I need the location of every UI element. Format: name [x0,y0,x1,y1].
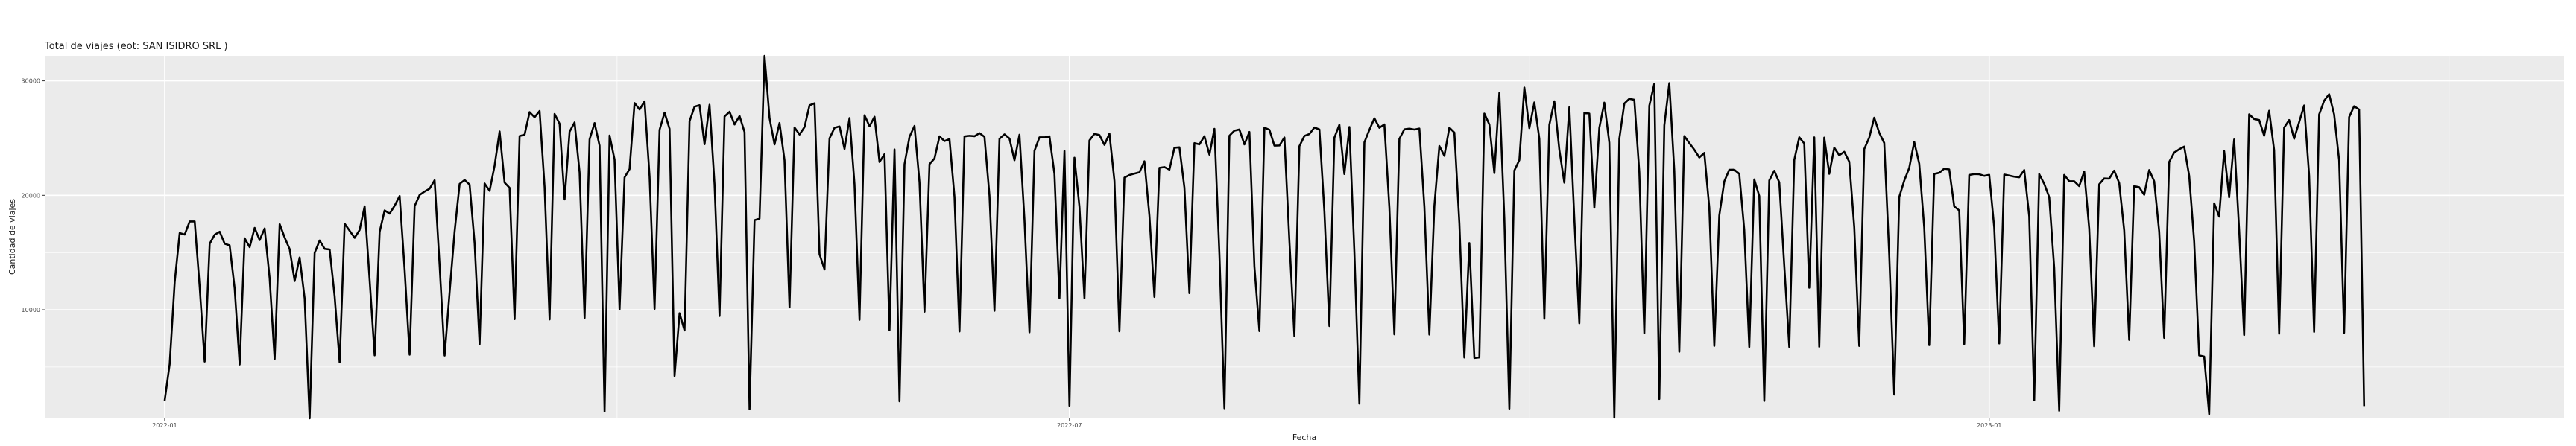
x-axis-ticks [164,418,1990,421]
x-tick-label: 2022-07 [1057,422,1082,429]
x-tick-label: 2022-01 [152,422,177,429]
y-tick-label: 30000 [22,78,40,85]
y-axis-tick-labels: 10000 20000 30000 [22,78,40,313]
x-axis-title: Fecha [1292,433,1316,442]
x-axis-tick-labels: 2022-01 2022-07 2023-01 [152,422,2001,429]
x-tick-label: 2023-01 [1977,422,2001,429]
y-tick-label: 10000 [22,307,40,313]
y-tick-label: 20000 [22,192,40,199]
y-axis-title: Cantidad de viajes [7,199,17,275]
y-axis-ticks [42,80,45,310]
series-line [163,54,2366,420]
plot-panel [45,56,2564,418]
chart-title: Total de viajes (eot: SAN ISIDRO SRL ) [44,41,228,52]
